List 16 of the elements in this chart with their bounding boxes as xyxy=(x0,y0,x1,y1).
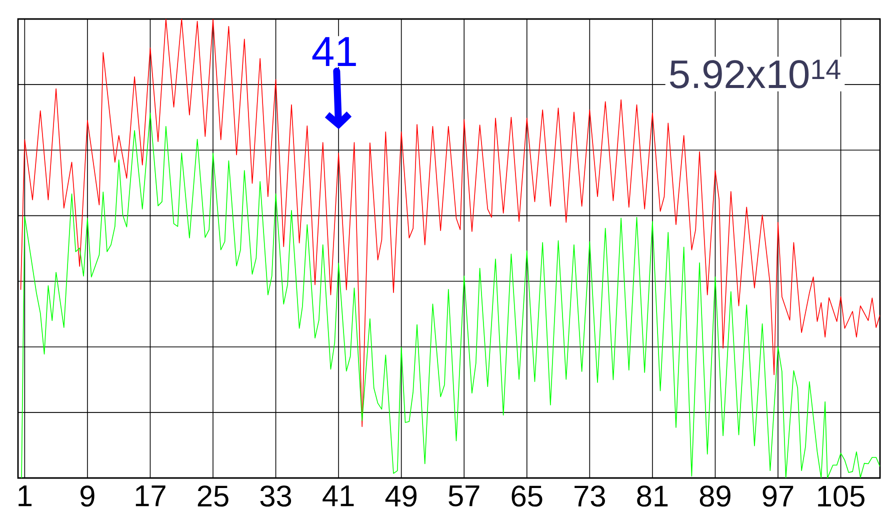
x-tick-label: 57 xyxy=(448,486,480,506)
x-tick-label: 97 xyxy=(762,486,794,507)
x-tick-label: 89 xyxy=(700,486,730,507)
annotation: 5.92x10$^{14}$ xyxy=(670,60,840,88)
x-tick-label: 105 xyxy=(818,486,864,507)
x-tick-label: 1 xyxy=(18,486,32,506)
x-tick-label: 49 xyxy=(385,486,417,507)
x-tick-label: 73 xyxy=(574,486,605,507)
annotation: 41 xyxy=(312,37,356,66)
x-tick-label: 81 xyxy=(637,486,668,507)
x-tick-label: 17 xyxy=(136,486,166,506)
x-tick-label: 41 xyxy=(322,486,354,506)
x-tick-label: 9 xyxy=(80,486,94,507)
x-tick-label: 25 xyxy=(198,486,228,507)
x-tick-label: 33 xyxy=(260,486,292,507)
x-tick-label: 65 xyxy=(512,486,542,507)
